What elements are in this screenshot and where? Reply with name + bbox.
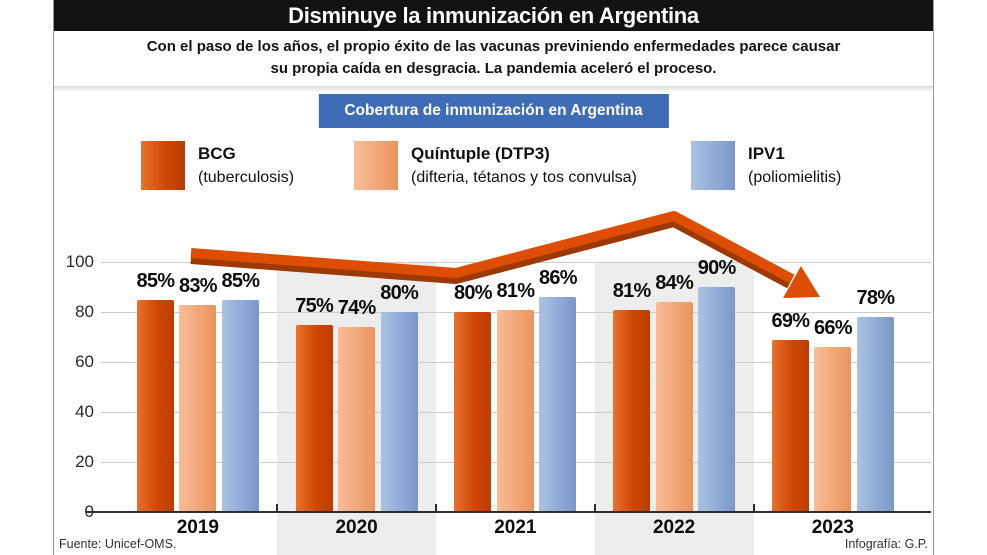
subtitle-line-2: su propia caída en desgracia. La pandemi… (270, 60, 717, 77)
bar-Quíntuple (DTP3)-2022 (655, 302, 693, 512)
legend-swatch-quintuple (354, 141, 398, 190)
value-label-Quíntuple (DTP3)-2020: 74% (337, 297, 376, 319)
axis-tick (276, 504, 279, 512)
bar-IPV1-2022 (698, 287, 736, 512)
chart-header: Cobertura de inmunización en Argentina (318, 94, 669, 128)
y-axis-label-60: 60 (75, 352, 94, 371)
value-label-IPV1-2022: 90% (697, 257, 736, 279)
legend-text-bcg: BCG (tuberculosis) (198, 141, 294, 190)
bar-IPV1-2021 (539, 297, 577, 512)
x-axis-line (86, 511, 931, 513)
bar-BCG-2023 (771, 339, 809, 512)
subtitle-line-1: Con el paso de los años, el propio éxito… (146, 38, 841, 55)
bar-BCG-2020 (295, 324, 333, 512)
x-axis-label-2020: 2020 (335, 517, 378, 538)
x-axis-label-2019: 2019 (176, 517, 220, 538)
legend-swatch-ipv1 (691, 141, 735, 190)
legend-item-quintuple: Quíntuple (DTP3) (difteria, tétanos y to… (354, 141, 637, 190)
legend-text-ipv1: IPV1 (poliomielitis) (748, 141, 841, 190)
gridline-100 (101, 262, 931, 263)
legend-item-ipv1: IPV1 (poliomielitis) (691, 141, 841, 190)
value-label-IPV1-2021: 86% (539, 267, 577, 289)
bar-BCG-2021 (454, 312, 492, 512)
bar-IPV1-2020 (380, 312, 418, 512)
legend-sub: (tuberculosis) (198, 169, 295, 186)
credit-note: Infografía: G.P. (844, 537, 928, 551)
value-label-IPV1-2023: 78% (856, 287, 895, 309)
value-label-BCG-2020: 75% (295, 294, 333, 317)
legend-swatch-bcg (141, 141, 185, 190)
bar-Quíntuple (DTP3)-2020 (338, 327, 376, 512)
value-label-IPV1-2020: 80% (380, 282, 418, 304)
legend-sub: (difteria, tétanos y tos convulsa) (411, 169, 637, 186)
subtitle: Con el paso de los años, el propio éxito… (54, 36, 933, 80)
legend-text-quintuple: Quíntuple (DTP3) (difteria, tétanos y to… (411, 141, 637, 190)
legend-sub: (poliomielitis) (748, 169, 842, 186)
value-label-IPV1-2019: 85% (221, 269, 260, 292)
divider (54, 86, 933, 92)
x-axis-label-2021: 2021 (494, 517, 537, 538)
bar-IPV1-2019 (221, 299, 259, 512)
y-axis-label-80: 80 (75, 302, 94, 321)
bar-Quíntuple (DTP3)-2023 (814, 347, 852, 512)
axis-tick (752, 504, 755, 512)
legend-item-bcg: BCG (tuberculosis) (141, 141, 294, 190)
value-label-Quíntuple (DTP3)-2023: 66% (814, 317, 852, 339)
axis-tick (435, 504, 437, 512)
y-axis-label-20: 20 (75, 452, 94, 471)
bar-Quíntuple (DTP3)-2019 (179, 304, 217, 512)
y-axis-label-40: 40 (75, 402, 94, 421)
bar-BCG-2019 (136, 299, 174, 512)
x-axis-label-2022: 2022 (652, 517, 696, 538)
value-label-BCG-2019: 85% (136, 269, 175, 292)
content-frame: Disminuye la inmunización en Argentina C… (53, 0, 934, 555)
legend-name: Quíntuple (DTP3) (411, 144, 550, 163)
bar-BCG-2022 (613, 309, 651, 512)
bar-Quíntuple (DTP3)-2021 (496, 309, 534, 512)
y-axis-label-100: 100 (65, 252, 94, 271)
title-bar: Disminuye la inmunización en Argentina (54, 0, 933, 31)
source-note: Fuente: Unicef-OMS. (59, 537, 177, 551)
legend-name: IPV1 (748, 144, 785, 163)
page-title: Disminuye la inmunización en Argentina (288, 3, 699, 28)
bar-IPV1-2023 (856, 317, 894, 512)
value-label-BCG-2023: 69% (771, 309, 810, 332)
axis-tick (593, 504, 596, 512)
bar-chart: 02040608010085%83%85%201975%74%80%202080… (54, 0, 933, 555)
x-axis-label-2023: 2023 (811, 517, 855, 538)
legend-name: BCG (198, 144, 236, 163)
